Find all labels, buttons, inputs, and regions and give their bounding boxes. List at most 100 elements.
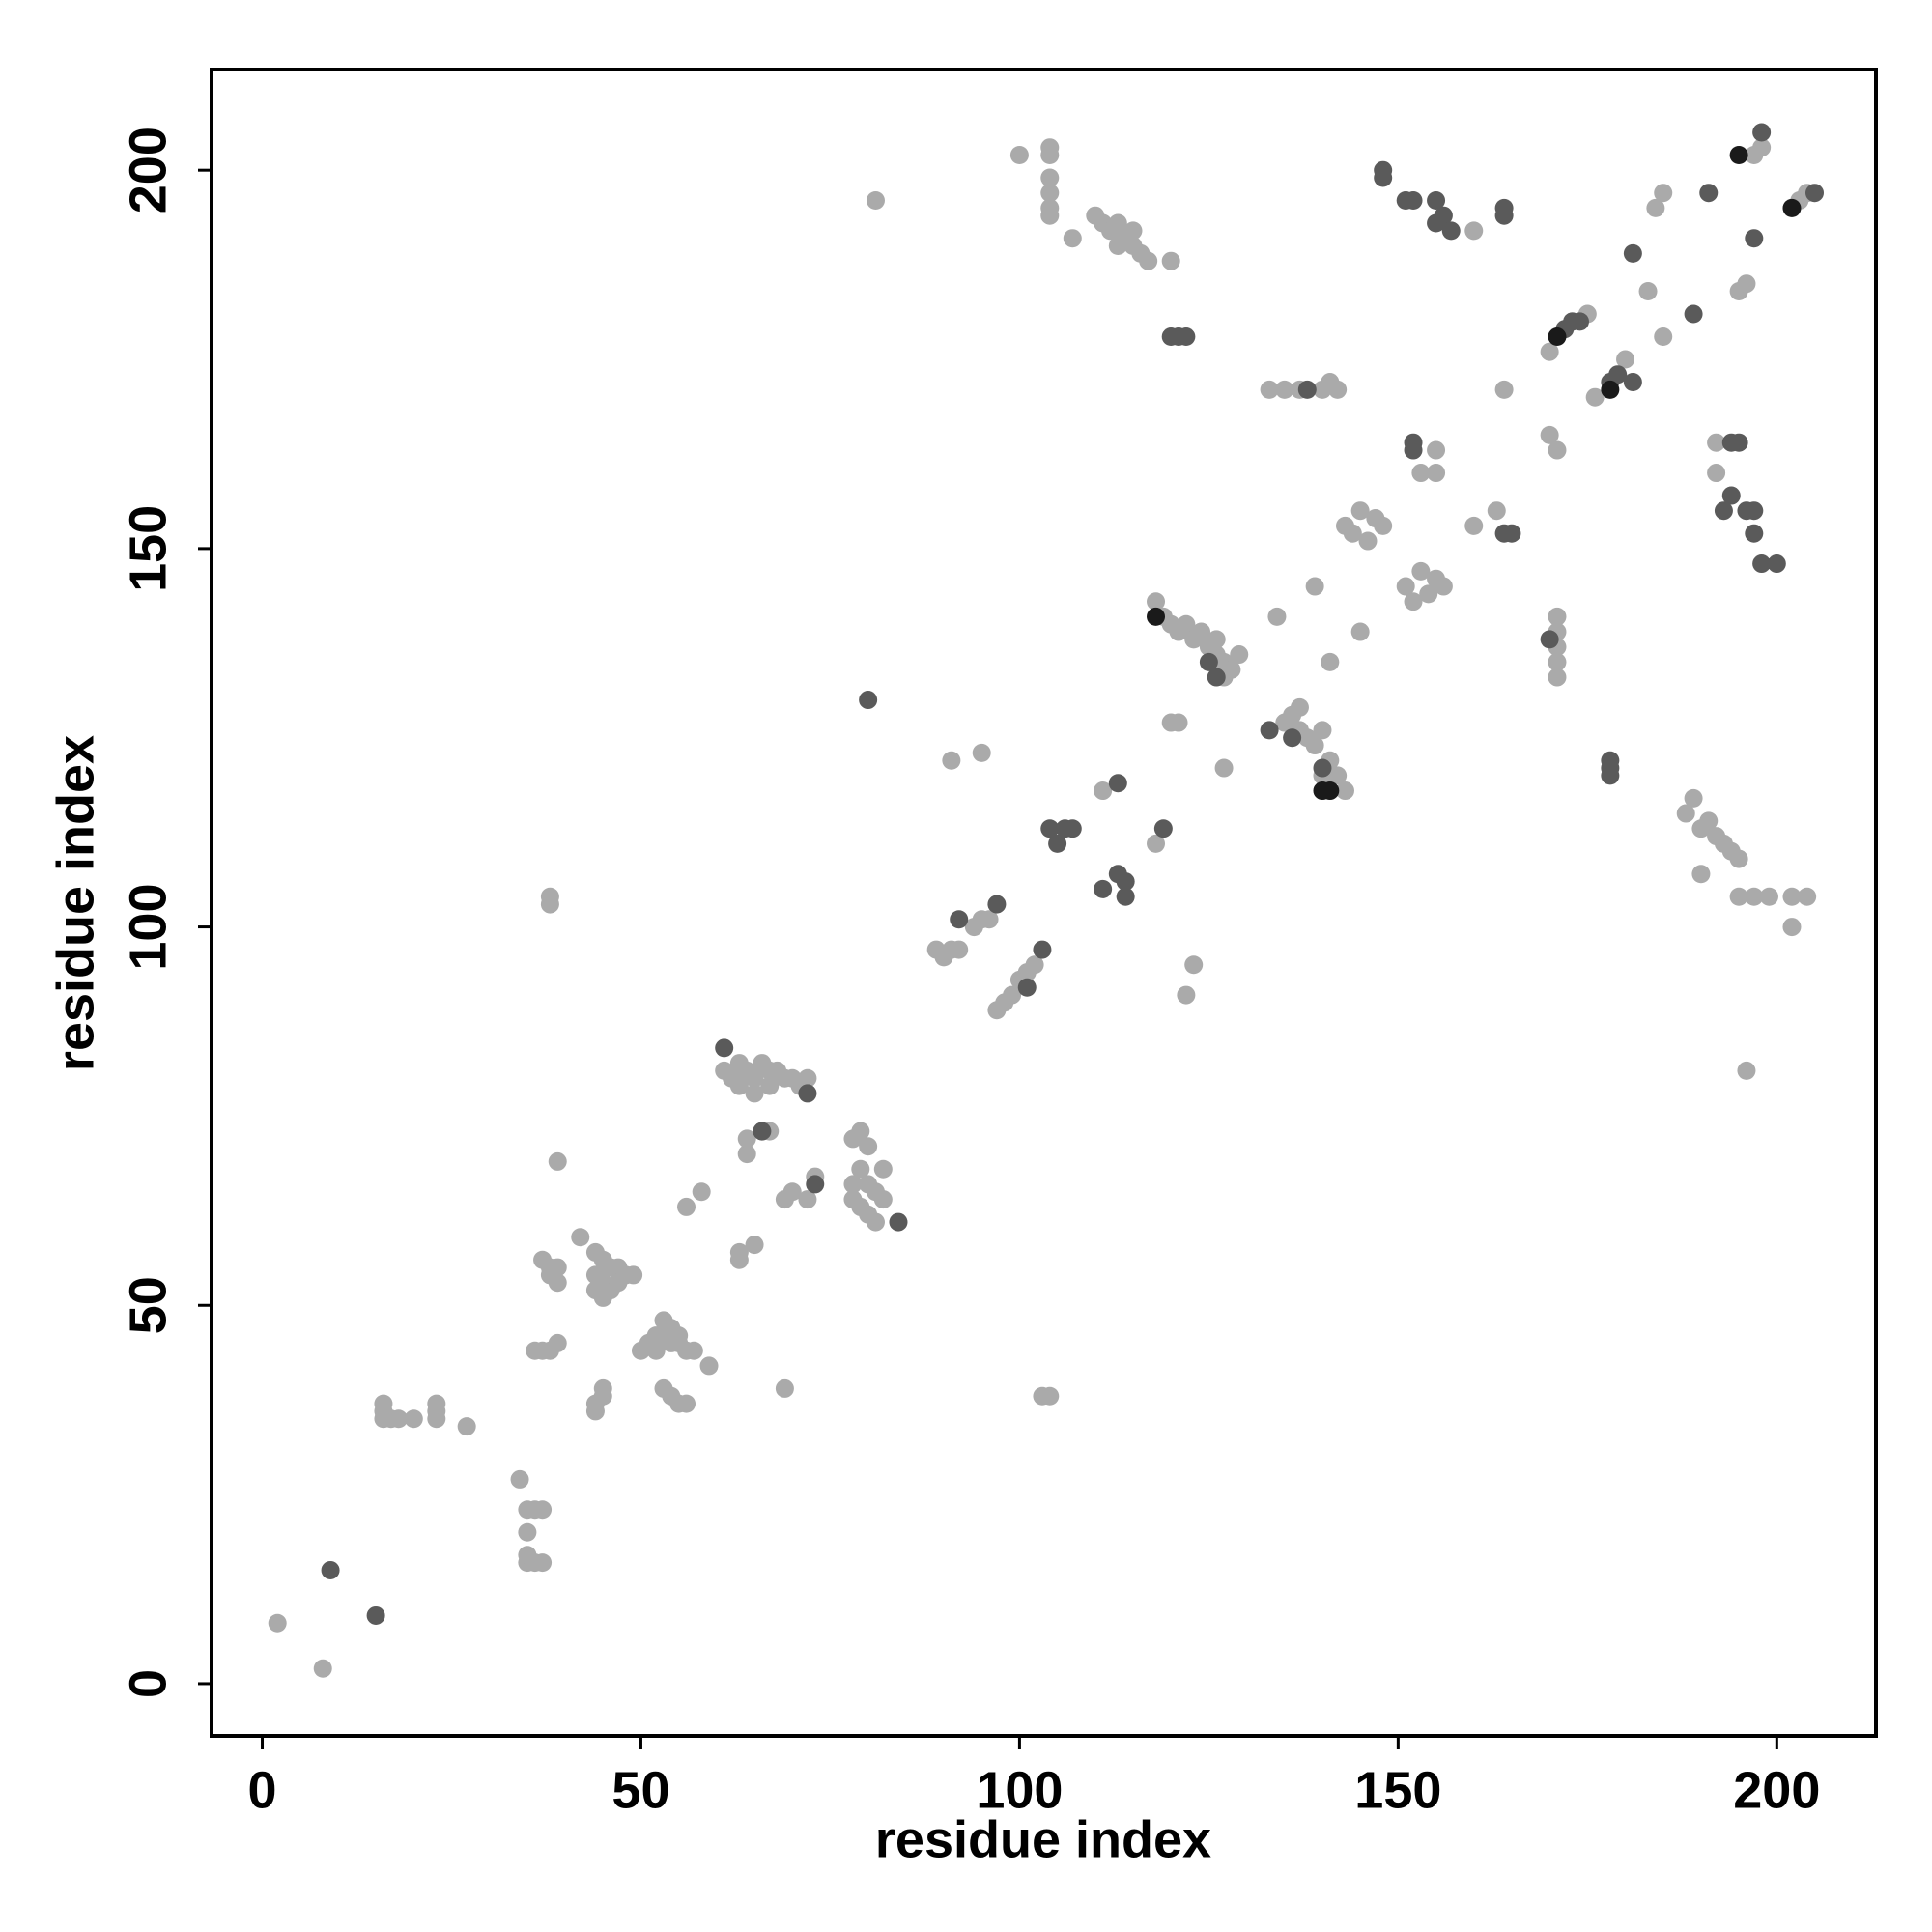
point — [1230, 645, 1249, 665]
point — [677, 1197, 696, 1216]
point — [533, 1553, 553, 1573]
point — [518, 1522, 537, 1542]
point — [1404, 592, 1423, 611]
point — [1601, 751, 1620, 770]
point — [1169, 713, 1188, 732]
point — [1676, 804, 1695, 823]
point — [1040, 1386, 1060, 1406]
point — [859, 1137, 878, 1156]
point — [389, 1409, 409, 1429]
point — [1548, 652, 1567, 671]
point — [1427, 191, 1446, 211]
point — [268, 1613, 287, 1633]
point — [1745, 501, 1764, 521]
point — [1305, 736, 1324, 755]
point — [1464, 516, 1484, 535]
point — [404, 1409, 423, 1429]
point — [548, 1333, 567, 1352]
point — [1601, 380, 1620, 399]
point — [1699, 184, 1719, 203]
point — [1691, 865, 1711, 884]
point — [1358, 531, 1378, 551]
point — [1199, 652, 1218, 671]
point — [1343, 524, 1362, 543]
point — [1570, 312, 1589, 331]
y-tick-label: 50 — [119, 1276, 177, 1334]
point — [851, 1122, 870, 1141]
point — [1116, 872, 1135, 892]
point — [1729, 849, 1748, 868]
point — [1419, 584, 1438, 604]
point — [1108, 774, 1127, 793]
point — [1094, 879, 1113, 898]
point — [760, 1076, 780, 1095]
point — [1714, 501, 1733, 521]
point — [950, 940, 969, 959]
point — [457, 1417, 476, 1436]
point — [1654, 184, 1673, 203]
point — [1040, 819, 1060, 838]
point — [1321, 652, 1340, 671]
point — [1275, 380, 1294, 399]
point — [593, 1378, 612, 1398]
point — [1434, 577, 1453, 596]
point — [1654, 327, 1673, 347]
point — [729, 1242, 749, 1262]
point — [1328, 380, 1348, 399]
point — [1116, 887, 1135, 906]
point — [1139, 251, 1158, 270]
point — [1759, 887, 1778, 906]
point — [1729, 433, 1748, 452]
point — [1040, 146, 1060, 165]
point — [1782, 918, 1802, 937]
x-tick-label: 100 — [976, 1761, 1063, 1819]
point — [1752, 554, 1772, 574]
point — [950, 910, 969, 929]
point — [737, 1129, 756, 1149]
point — [1192, 622, 1211, 641]
point — [1427, 464, 1446, 483]
point — [1494, 380, 1514, 399]
point — [646, 1326, 666, 1346]
point — [1684, 304, 1703, 324]
y-tick-label: 200 — [119, 127, 177, 213]
y-tick-label: 0 — [119, 1669, 177, 1698]
point — [1782, 198, 1802, 217]
point — [1267, 607, 1287, 626]
point — [1009, 146, 1029, 165]
point — [692, 1182, 711, 1202]
point — [1313, 721, 1332, 740]
point — [737, 1145, 756, 1164]
point — [1321, 781, 1340, 801]
point — [677, 1394, 696, 1413]
point — [1290, 697, 1309, 717]
point — [798, 1084, 817, 1103]
point — [1094, 781, 1113, 801]
point — [1305, 577, 1324, 596]
point — [1737, 1061, 1756, 1080]
point — [859, 691, 878, 710]
point — [669, 1326, 689, 1346]
point — [1108, 213, 1127, 233]
point — [1721, 486, 1741, 505]
point — [1040, 206, 1060, 225]
point — [1108, 237, 1127, 256]
point — [1638, 282, 1658, 301]
point — [1548, 327, 1567, 347]
point — [1737, 274, 1756, 294]
point — [1207, 668, 1226, 687]
point — [1540, 630, 1559, 649]
point — [987, 895, 1007, 914]
point — [1434, 206, 1453, 225]
point — [1025, 955, 1044, 975]
point — [1798, 887, 1817, 906]
point — [889, 1212, 908, 1232]
point — [1585, 387, 1605, 407]
point — [684, 1341, 703, 1360]
plot-frame — [210, 68, 1878, 1738]
point — [571, 1228, 590, 1247]
point — [1548, 440, 1567, 460]
point — [1540, 425, 1559, 444]
point — [980, 910, 999, 929]
point — [729, 1076, 749, 1095]
